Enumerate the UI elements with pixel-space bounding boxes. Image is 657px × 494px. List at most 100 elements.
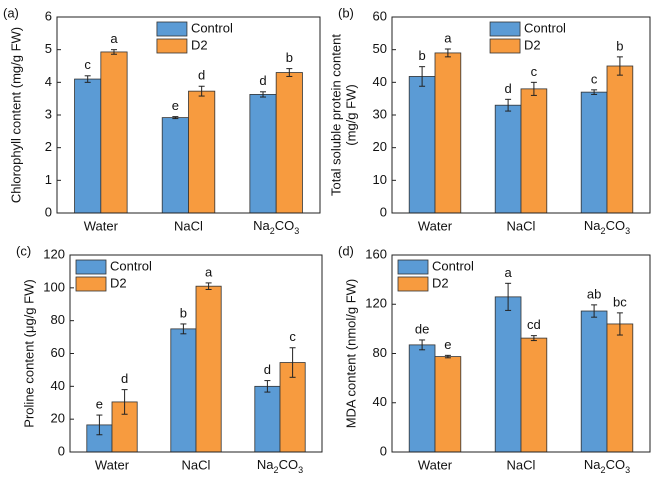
plot-frame [391,254,651,453]
legend-label: D2 [110,275,127,290]
bar [408,76,436,214]
error-bar [616,312,623,336]
bar [170,328,197,453]
y-axis-label: Proline content (μg/g FW) [21,279,36,427]
y-tick-label: 60 [373,8,387,23]
panel-label: (d) [338,243,354,258]
significance-letter: a [110,31,118,46]
y-axis-label: Total soluble protein content [328,34,343,196]
x-tick-label: Na2CO3 [584,218,630,236]
significance-letter: b [286,50,293,65]
x-tick-label: Water [84,218,119,233]
x-tick-label: Water [95,457,130,472]
y-tick-label: 40 [51,378,65,393]
bar [580,91,608,214]
bar [408,344,436,453]
significance-letter: e [96,397,103,412]
legend-swatch [397,276,429,292]
y-tick-label: 20 [373,139,387,154]
x-tick-label: NaCl [174,218,203,233]
legend-label: D2 [191,37,208,52]
y-tick-label: 30 [373,106,387,121]
bar [188,90,216,214]
error-bar [419,339,426,351]
plot-frame [391,16,651,214]
legend-swatch [397,259,429,275]
significance-letter: e [444,337,451,352]
legend-swatch [156,21,188,37]
error-bar [505,98,512,112]
bar [434,356,462,453]
legend-label: Control [524,20,566,35]
significance-letter: c [84,57,91,72]
bar [249,94,277,214]
x-tick-label: Na2CO3 [253,218,299,236]
legend-label: Control [110,258,152,273]
y-tick-label: 5 [45,41,52,56]
significance-letter: bc [613,294,627,309]
y-tick-label: 0 [45,204,52,219]
y-tick-label: 4 [45,74,52,89]
panel-label: (c) [16,243,31,258]
error-bar [198,85,205,97]
legend-label: Control [191,20,233,35]
x-tick-label: Na2CO3 [257,457,303,475]
bar [580,310,608,453]
y-axis-label: Chlorophyll content (mg/g FW) [8,27,23,203]
bar [494,296,522,453]
y-tick-label: 50 [373,41,387,56]
error-bar [172,116,179,120]
bar [161,117,189,214]
y-tick-label: 10 [373,172,387,187]
x-tick-label: Na2CO3 [584,457,630,475]
significance-letter: d [264,362,271,377]
error-bar [205,282,212,290]
significance-letter: b [616,38,623,53]
significance-letter: b [418,48,425,63]
y-tick-label: 160 [365,246,387,261]
bar [520,88,548,214]
bar [434,52,462,214]
error-bar [289,347,296,378]
y-tick-label: 80 [373,345,387,360]
y-tick-label: 0 [380,443,387,458]
legend-label: D2 [432,275,449,290]
y-tick-label: 1 [45,172,52,187]
x-tick-label: NaCl [507,457,536,472]
y-tick-label: 3 [45,106,52,121]
x-tick-label: Water [418,457,453,472]
legend-swatch [75,276,107,292]
legend-swatch [489,21,521,37]
error-bar [591,304,598,318]
y-tick-label: 0 [380,204,387,219]
significance-letter: ab [587,286,601,301]
bar [195,285,222,453]
bar [74,78,102,214]
y-tick-label: 40 [373,394,387,409]
plot-frame [69,254,323,453]
bar [254,385,281,453]
bar [520,337,548,453]
error-bar [444,48,451,58]
significance-letter: d [259,73,266,88]
y-tick-label: 2 [45,139,52,154]
y-tick-label: 20 [51,411,65,426]
error-bar [110,49,117,55]
x-tick-label: Water [418,218,453,233]
error-bar [505,282,512,311]
legend-label: D2 [524,37,541,52]
y-tick-label: 60 [51,345,65,360]
significance-letter: a [504,265,512,280]
y-tick-label: 120 [43,246,65,261]
panel-label: (b) [338,5,354,20]
error-bar [264,380,271,393]
significance-letter: de [415,321,429,336]
significance-letter: c [531,64,538,79]
significance-letter: e [172,98,179,113]
error-bar [591,89,598,95]
significance-letter: d [121,371,128,386]
significance-letter: a [205,264,213,279]
bar [494,104,522,214]
significance-letter: cd [527,317,541,332]
